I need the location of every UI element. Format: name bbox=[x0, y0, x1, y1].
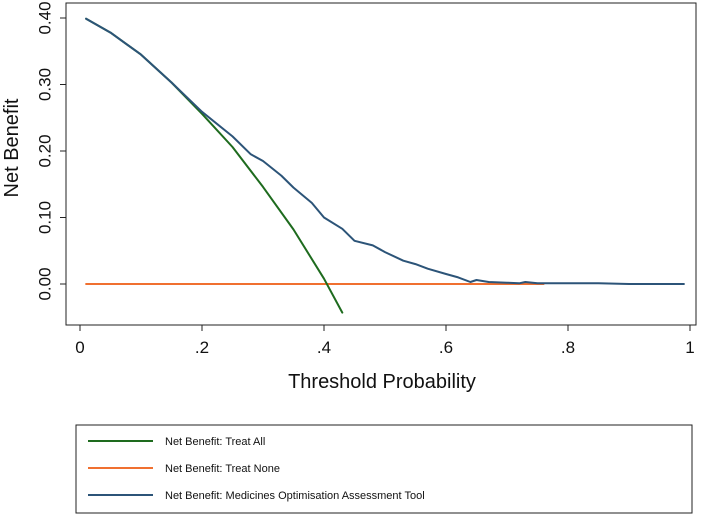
legend-label: Net Benefit: Treat All bbox=[165, 436, 265, 448]
y-tick-label: 0.40 bbox=[35, 1, 54, 34]
y-tick-label: 0.20 bbox=[35, 134, 54, 167]
legend: Net Benefit: Treat All Net Benefit: Treat… bbox=[88, 436, 425, 502]
legend-label: Net Benefit: Treat None bbox=[165, 463, 280, 475]
y-axis-title: Net Benefit bbox=[1, 98, 23, 197]
x-axis-ticks: 0 .2 .4 .6 .8 1 bbox=[75, 325, 695, 357]
y-tick-label: 0.10 bbox=[35, 201, 54, 234]
x-tick-label: .4 bbox=[317, 338, 331, 357]
x-axis-title: Threshold Probability bbox=[288, 371, 476, 393]
y-tick-label: 0.30 bbox=[35, 68, 54, 101]
y-axis-ticks: 0.00 0.10 0.20 0.30 0.40 bbox=[35, 1, 66, 301]
legend-box bbox=[75, 424, 693, 514]
y-tick-label: 0.00 bbox=[35, 267, 54, 300]
x-tick-label: 0 bbox=[75, 338, 84, 357]
series-lines bbox=[85, 17, 685, 314]
x-tick-label: 1 bbox=[685, 338, 694, 357]
x-tick-label: .6 bbox=[439, 338, 453, 357]
series-line bbox=[85, 17, 685, 285]
legend-label: Net Benefit: Medicines Optimisation Asse… bbox=[165, 490, 425, 502]
x-tick-label: .8 bbox=[561, 338, 575, 357]
plot-area bbox=[65, 2, 697, 326]
x-tick-label: .2 bbox=[195, 338, 209, 357]
